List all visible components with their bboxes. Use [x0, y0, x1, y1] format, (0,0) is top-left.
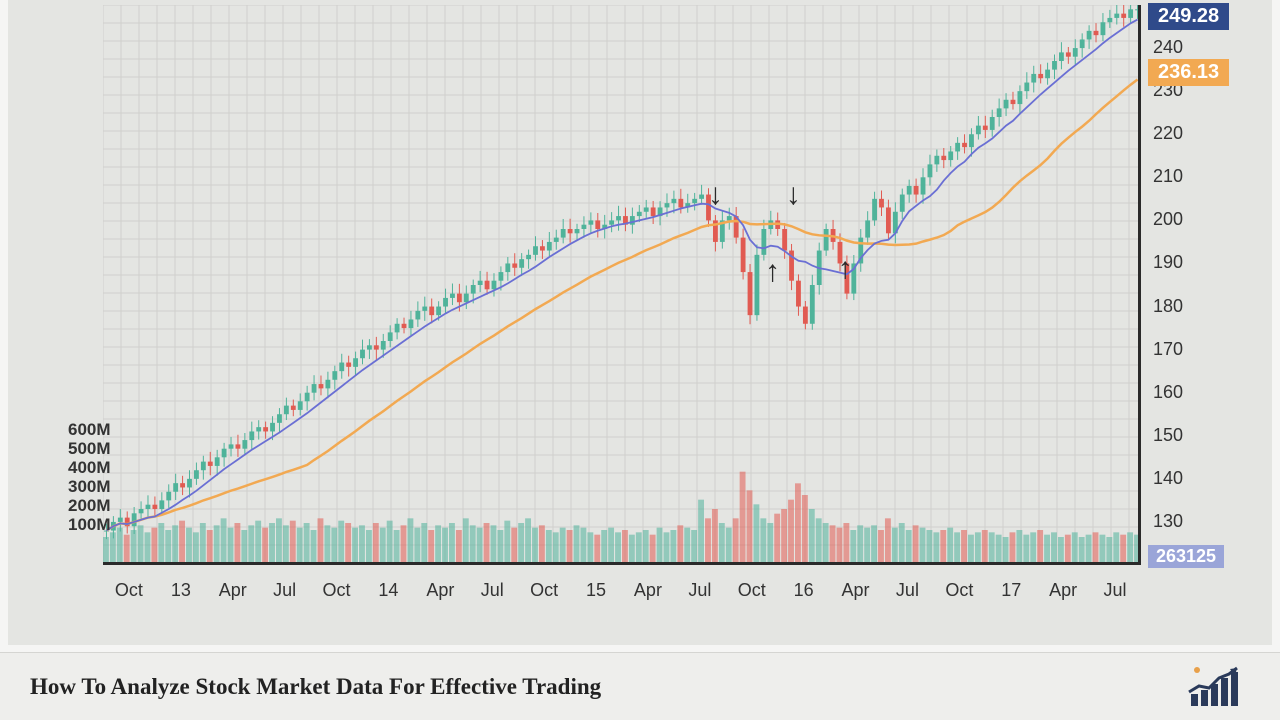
x-tick-label: Oct	[945, 580, 973, 601]
x-tick-label: Oct	[738, 580, 766, 601]
price-badge-current: 249.28	[1148, 3, 1229, 30]
x-tick-label: Jul	[896, 580, 919, 601]
y-tick-label: 160	[1153, 382, 1183, 403]
x-tick-label: 14	[378, 580, 398, 601]
arrow-down-icon: ↓	[708, 178, 723, 212]
y-tick-label: 210	[1153, 166, 1183, 187]
arrow-down-icon: ↓	[786, 178, 801, 212]
arrow-up-icon: ↑	[765, 255, 780, 289]
chart-svg	[103, 5, 1141, 565]
price-badge-ma: 236.13	[1148, 59, 1229, 86]
y-tick-label: 170	[1153, 339, 1183, 360]
y-tick-label: 150	[1153, 425, 1183, 446]
footer-bar: How To Analyze Stock Market Data For Eff…	[0, 652, 1280, 720]
y-tick-label: 200	[1153, 209, 1183, 230]
x-axis	[103, 562, 1141, 565]
x-tick-label: Apr	[219, 580, 247, 601]
chart-plot-area	[103, 5, 1141, 565]
volume-tick-label: 100M	[68, 515, 111, 535]
y-tick-label: 180	[1153, 296, 1183, 317]
x-tick-label: 13	[171, 580, 191, 601]
arrow-up-icon: ↑	[838, 252, 853, 286]
y-axis	[1138, 5, 1141, 565]
x-tick-label: Apr	[1049, 580, 1077, 601]
x-tick-label: Jul	[481, 580, 504, 601]
volume-tick-label: 300M	[68, 477, 111, 497]
volume-badge: 263125	[1148, 545, 1224, 568]
x-tick-label: Apr	[426, 580, 454, 601]
x-tick-label: Oct	[115, 580, 143, 601]
x-tick-label: Jul	[273, 580, 296, 601]
x-tick-label: Oct	[530, 580, 558, 601]
y-tick-label: 220	[1153, 123, 1183, 144]
x-tick-label: 15	[586, 580, 606, 601]
x-tick-label: Apr	[842, 580, 870, 601]
volume-tick-label: 600M	[68, 420, 111, 440]
x-tick-label: 17	[1001, 580, 1021, 601]
y-tick-label: 190	[1153, 252, 1183, 273]
x-tick-label: Jul	[688, 580, 711, 601]
volume-tick-label: 400M	[68, 458, 111, 478]
x-tick-label: Jul	[1104, 580, 1127, 601]
volume-tick-label: 200M	[68, 496, 111, 516]
y-tick-label: 130	[1153, 511, 1183, 532]
x-tick-label: Oct	[323, 580, 351, 601]
page-title: How To Analyze Stock Market Data For Eff…	[30, 674, 601, 700]
x-tick-label: 16	[794, 580, 814, 601]
chart-container: 130140150160170180190200210220230240 Oct…	[8, 0, 1272, 645]
volume-tick-label: 500M	[68, 439, 111, 459]
y-tick-label: 240	[1153, 37, 1183, 58]
chart-trend-icon	[1185, 664, 1245, 708]
y-tick-label: 140	[1153, 468, 1183, 489]
x-tick-label: Apr	[634, 580, 662, 601]
